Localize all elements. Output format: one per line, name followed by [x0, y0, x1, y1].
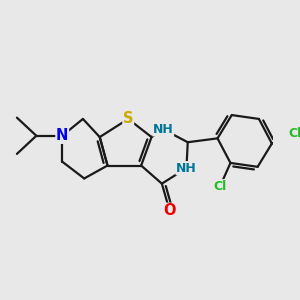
- Text: N: N: [56, 128, 68, 143]
- Text: S: S: [123, 111, 134, 126]
- Text: Cl: Cl: [289, 127, 300, 140]
- Text: NH: NH: [176, 162, 197, 175]
- Text: Cl: Cl: [214, 180, 227, 193]
- Text: O: O: [164, 203, 176, 218]
- Text: NH: NH: [153, 123, 173, 136]
